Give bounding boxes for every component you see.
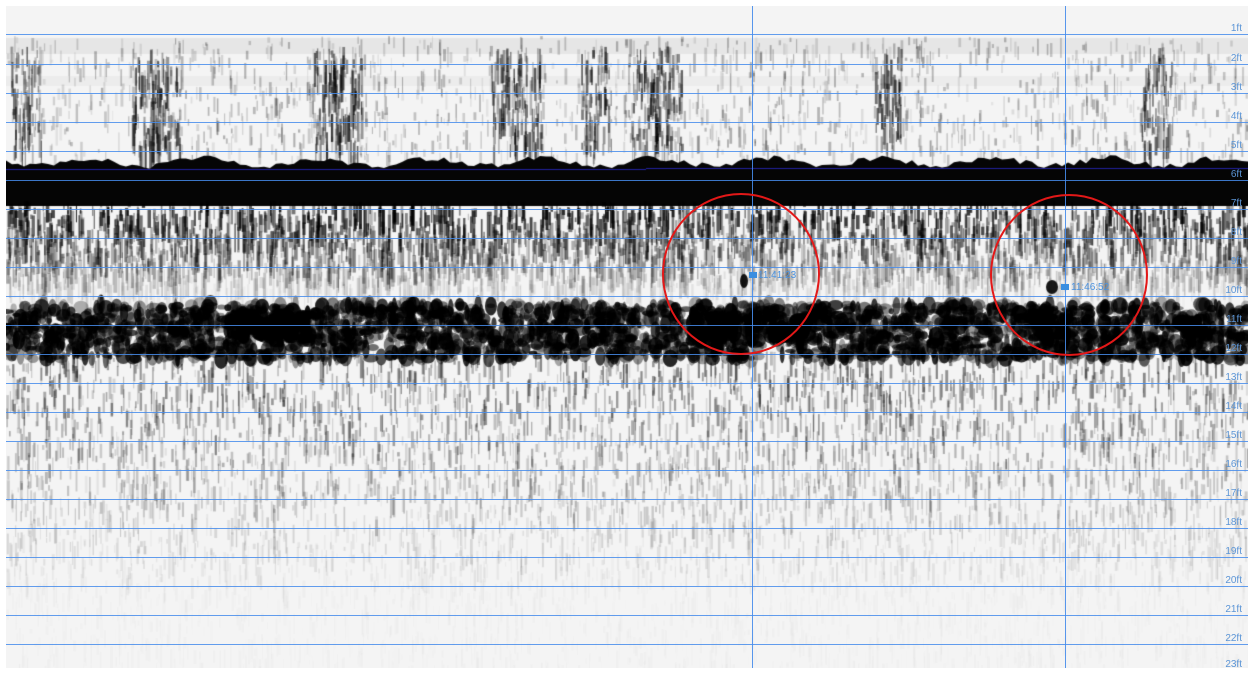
depth-grid-line <box>6 267 1248 268</box>
depth-label: 4ft <box>1230 111 1242 122</box>
depth-grid-line <box>6 586 1248 587</box>
depth-label: 10ft <box>1225 285 1242 296</box>
highlight-circle <box>662 193 820 355</box>
depth-grid-line <box>6 412 1248 413</box>
depth-grid-line <box>6 557 1248 558</box>
depth-grid-line <box>6 383 1248 384</box>
depth-label: 5ft <box>1230 140 1242 151</box>
depth-grid-line <box>6 499 1248 500</box>
depth-grid-line <box>6 441 1248 442</box>
depth-grid-line <box>6 151 1248 152</box>
depth-label: 1ft <box>1230 23 1242 34</box>
depth-grid-line <box>6 238 1248 239</box>
depth-grid-line <box>6 325 1248 326</box>
depth-label: 19ft <box>1225 546 1242 557</box>
depth-grid-line <box>6 644 1248 645</box>
depth-grid-overlay: 1ft 2ft 3ft 4ft 5ft 6ft 7ft 8ft 9ft 10ft… <box>6 6 1248 668</box>
depth-grid-line <box>6 93 1248 94</box>
depth-label: 21ft <box>1225 604 1242 615</box>
depth-grid-line <box>6 470 1248 471</box>
depth-grid-line <box>6 209 1248 210</box>
depth-grid-line <box>6 180 1248 181</box>
depth-label: 11ft <box>1226 314 1242 325</box>
depth-grid-line <box>6 354 1248 355</box>
depth-grid-line <box>6 615 1248 616</box>
depth-grid-line <box>6 64 1248 65</box>
depth-label: 22ft <box>1225 633 1242 644</box>
depth-label: 14ft <box>1225 401 1242 412</box>
depth-label: 23ft <box>1225 659 1242 669</box>
depth-label: 16ft <box>1225 459 1242 470</box>
echogram-panel[interactable]: 1ft 2ft 3ft 4ft 5ft 6ft 7ft 8ft 9ft 10ft… <box>6 6 1248 668</box>
depth-label: 17ft <box>1225 488 1242 499</box>
depth-label: 2ft <box>1230 53 1242 64</box>
depth-label: 6ft <box>1230 169 1242 180</box>
depth-label: 15ft <box>1225 430 1242 441</box>
depth-label: 3ft <box>1230 82 1242 93</box>
depth-label: 18ft <box>1225 517 1242 528</box>
depth-grid-line <box>6 34 1248 35</box>
highlight-circle <box>990 194 1148 356</box>
depth-label: 13ft <box>1225 372 1242 383</box>
depth-label: 20ft <box>1225 575 1242 586</box>
depth-label: 9ft <box>1230 256 1242 267</box>
depth-grid-line <box>6 122 1248 123</box>
depth-grid-line <box>6 528 1248 529</box>
depth-label: 12ft <box>1225 343 1242 354</box>
depth-grid-line <box>6 296 1248 297</box>
depth-label: 8ft <box>1230 227 1242 238</box>
depth-label: 7ft <box>1230 198 1242 209</box>
